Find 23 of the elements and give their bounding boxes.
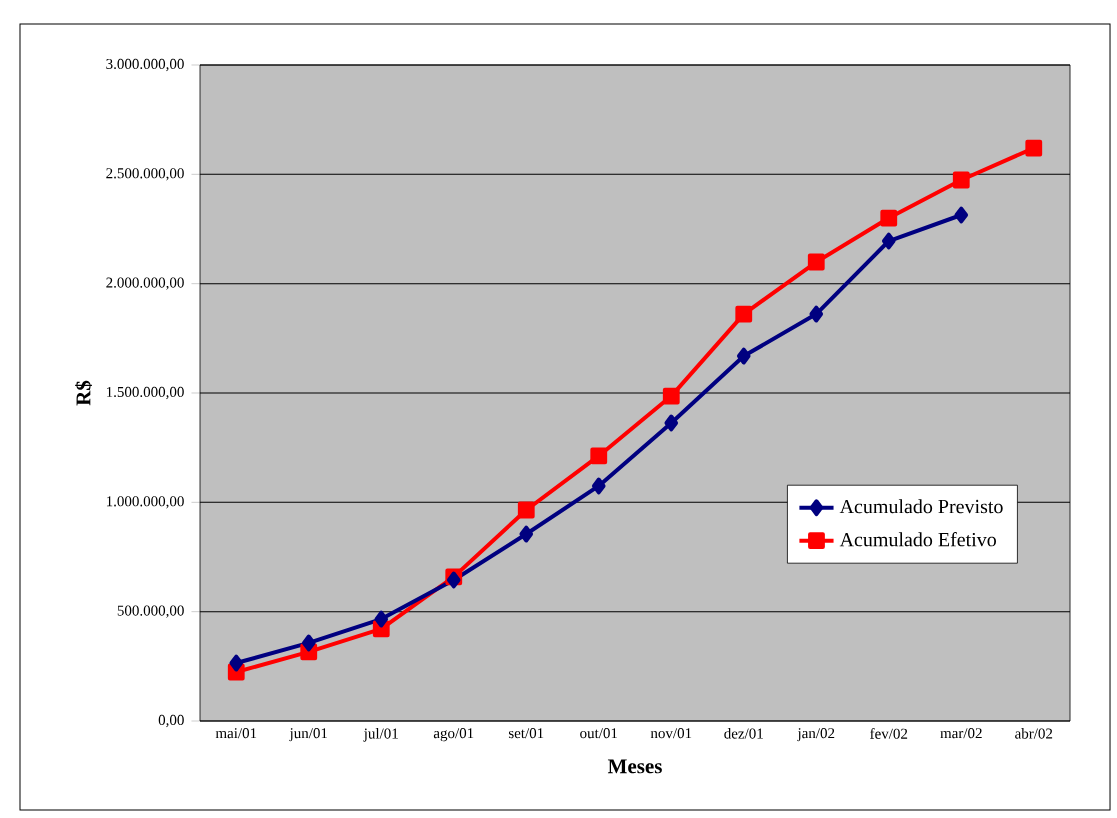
y-axis-title: R$	[75, 380, 92, 406]
x-tick-label: mar/02	[940, 728, 982, 739]
y-tick-label: 2.500.000,00	[106, 168, 184, 181]
x-axis-title: Meses	[607, 759, 662, 774]
x-tick-label: nov/01	[650, 728, 692, 739]
y-tick-label: 0,00	[158, 714, 184, 728]
y-tick-label: 500.000,00	[117, 605, 184, 618]
x-tick-label: mai/01	[215, 728, 257, 739]
x-tick-label: set/01	[508, 728, 544, 739]
x-tick-label: jan/02	[797, 728, 835, 742]
x-tick-label: fev/02	[870, 728, 908, 739]
x-tick-label: out/01	[580, 728, 618, 739]
legend-label: Acumulado Efetivo	[839, 532, 996, 547]
x-tick-label: jun/01	[289, 728, 328, 742]
y-tick-label: 1.500.000,00	[106, 386, 184, 400]
x-tick-label: ago/01	[433, 728, 474, 742]
y-tick-label: 3.000.000,00	[106, 58, 184, 72]
y-tick-label: 2.000.000,00	[106, 277, 184, 290]
x-tick-label: dez/01	[724, 728, 763, 739]
x-tick-label: jul/01	[363, 728, 398, 742]
y-tick-label: 1.000.000,00	[106, 496, 184, 509]
legend-label: Acumulado Previsto	[839, 499, 1003, 514]
x-tick-label: abr/02	[1015, 728, 1053, 739]
